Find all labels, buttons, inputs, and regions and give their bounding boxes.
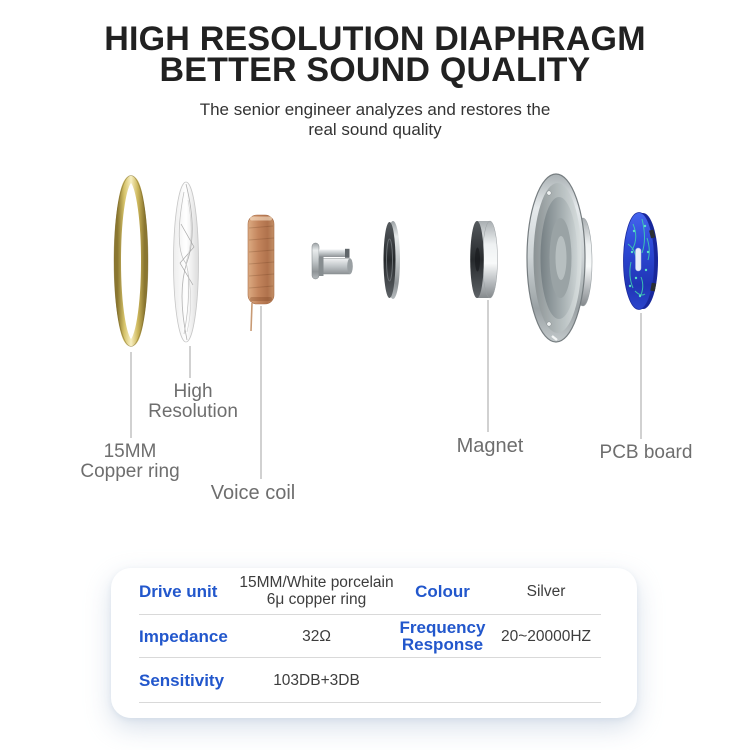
magnet-image — [470, 220, 498, 299]
spec-value-colour: Silver — [526, 582, 566, 600]
page-title-line-1: HIGH RESOLUTION DIAPHRAGM — [104, 20, 646, 58]
spec-value-impedance: 32Ω — [302, 627, 331, 645]
part-label-copper-ring: 15MM Copper ring — [80, 441, 180, 482]
spec-value-sensitivity: 103DB+3DB — [273, 671, 360, 689]
spec-label-colour: Colour — [415, 581, 470, 601]
voice-coil-image — [247, 214, 275, 332]
spec-row-3: Sensitivity 103DB+3DB — [139, 658, 601, 703]
diaphragm-image — [173, 181, 199, 343]
part-label-magnet: Magnet — [456, 435, 524, 457]
washer-image — [383, 221, 400, 299]
part-label-diaphragm: High Resolution — [148, 381, 238, 422]
spec-row-2: Impedance 32Ω Frequency Response 20~2000… — [139, 615, 601, 658]
pcb-board-image — [623, 212, 658, 310]
leader-lines — [130, 300, 642, 479]
part-label-pcb-board: PCB board — [599, 442, 693, 463]
speaker-frame-image — [526, 173, 593, 343]
spec-label-sensitivity: Sensitivity — [139, 670, 225, 690]
spec-label-impedance: Impedance — [139, 626, 228, 646]
spec-value-drive-unit: 15MM/White porcelain 6μ copper ring — [239, 574, 394, 608]
header: HIGH RESOLUTION DIAPHRAGM BETTER SOUND Q… — [0, 20, 750, 140]
subtitle: The senior engineer analyzes and restore… — [199, 100, 551, 139]
spacer-pin-image — [311, 242, 353, 280]
spec-label-frequency-response: Frequency Response — [399, 618, 486, 654]
copper-ring-image — [113, 175, 149, 347]
page-title-line-2: BETTER SOUND QUALITY — [159, 51, 591, 89]
spec-table: Drive unit 15MM/White porcelain 6μ coppe… — [111, 568, 637, 718]
part-label-voice-coil: Voice coil — [210, 482, 296, 504]
spec-value-frequency-response: 20~20000HZ — [500, 627, 592, 645]
spec-label-drive-unit: Drive unit — [139, 581, 218, 601]
spec-row-1: Drive unit 15MM/White porcelain 6μ coppe… — [139, 568, 601, 615]
